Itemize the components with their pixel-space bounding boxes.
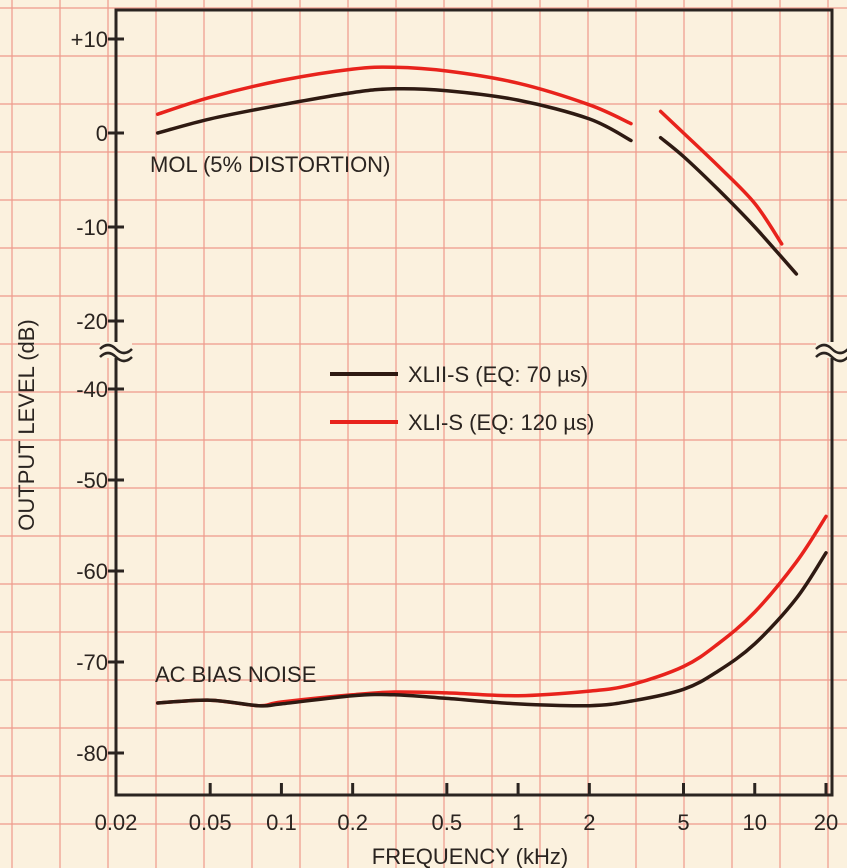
series-xlii-s-mol-line-2 (658, 135, 799, 276)
noise-annotation: AC BIAS NOISE (155, 662, 316, 687)
series-xlii-s-mol-line-1 (155, 86, 633, 143)
x-tick-label: 5 (677, 810, 689, 835)
y-tick-label: -80 (76, 741, 108, 766)
x-tick-label: 0.5 (432, 810, 463, 835)
y-tick-label: -10 (76, 215, 108, 240)
y-tick-label: 0 (96, 121, 108, 146)
x-tick-label: 0.1 (266, 810, 297, 835)
axis-break-mark-left (99, 351, 133, 363)
series-xli-s-mol-line-1 (155, 65, 633, 126)
x-tick-label: 20 (814, 810, 838, 835)
legend: XLII-S (EQ: 70 µs) XLI-S (EQ: 120 µs) (330, 362, 594, 435)
y-tick-label: -70 (76, 650, 108, 675)
plot-frame (114, 8, 834, 797)
y-tick-label: -50 (76, 468, 108, 493)
x-tick-label: 0.02 (95, 810, 138, 835)
y-tick-label: -40 (76, 377, 108, 402)
x-tick-label: 0.05 (189, 810, 232, 835)
x-tick-label: 2 (583, 810, 595, 835)
series-xli-s-mol-line-2 (658, 109, 784, 246)
y-axis-title: OUTPUT LEVEL (dB) (14, 319, 39, 531)
axis-break-mark-right (815, 351, 847, 363)
axis-break-mark-right (815, 343, 847, 355)
ticks: 0.02 0.05 0.1 0.2 0.5 1 2 5 10 20 +10 0 -10 -20 -40 -50… (71, 27, 839, 835)
y-tick-label: -60 (76, 559, 108, 584)
series-layer (155, 65, 828, 708)
axis-break-mark-left (99, 343, 133, 355)
legend-label-xli-s: XLI-S (EQ: 120 µs) (408, 410, 594, 435)
y-tick-label: +10 (71, 27, 108, 52)
series-xlii-s-noise-line (155, 551, 828, 708)
legend-label-xlii-s: XLII-S (EQ: 70 µs) (408, 362, 588, 387)
mol-annotation: MOL (5% DISTORTION) (150, 152, 390, 177)
x-axis-title: FREQUENCY (kHz) (372, 844, 568, 868)
axis-break-marks (99, 342, 847, 363)
y-tick-label: -20 (76, 309, 108, 334)
x-tick-label: 1 (512, 810, 524, 835)
x-tick-label: 10 (743, 810, 767, 835)
x-tick-label: 0.2 (337, 810, 368, 835)
plot-border (114, 8, 834, 797)
